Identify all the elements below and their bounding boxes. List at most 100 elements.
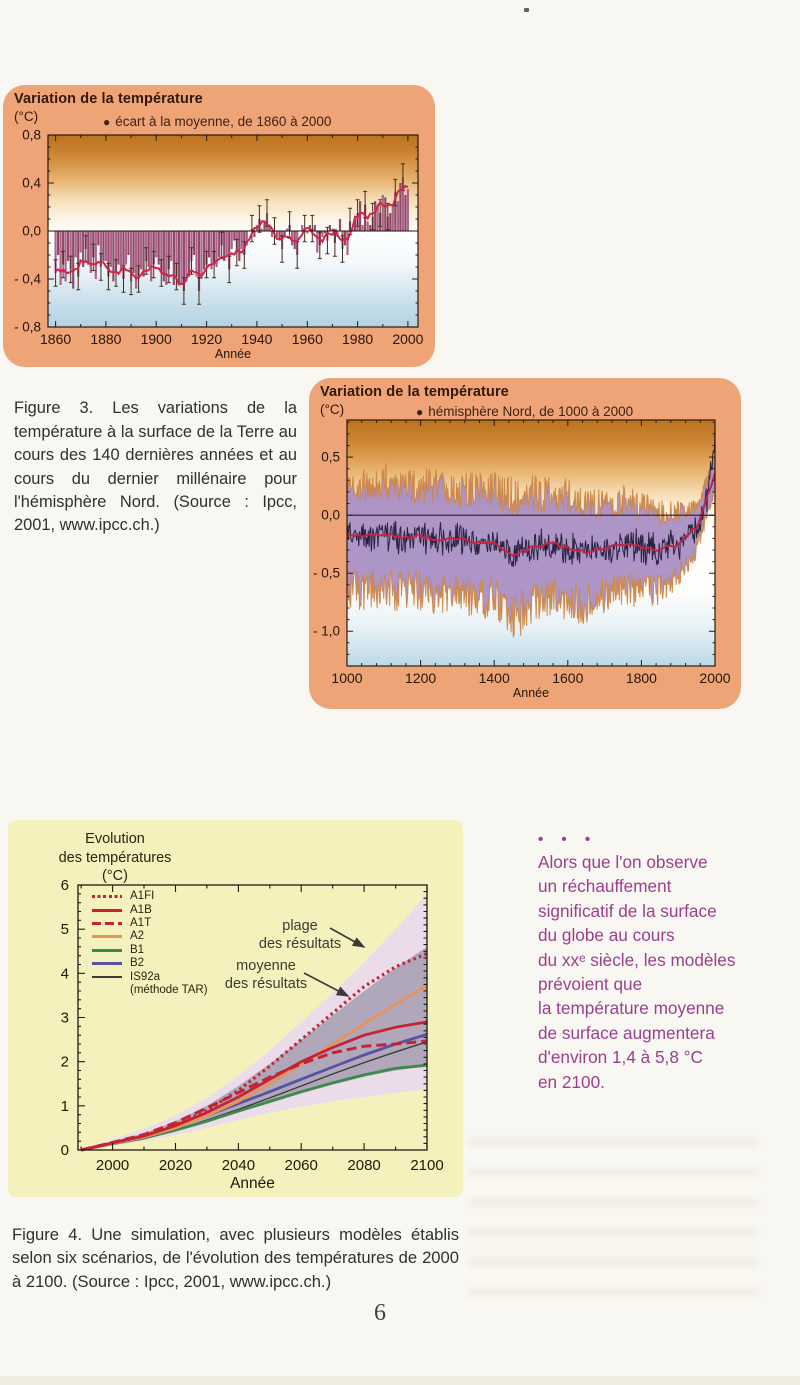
annotation-plage: plage des résultats [258,918,342,952]
smoothed-line [346,472,716,557]
scan-edge-shade [0,1376,800,1385]
svg-text:1900: 1900 [141,331,172,347]
chart3-legend: A1FI A1B A1T A2 B1 B2 IS92a (méthode TAR) [92,890,208,996]
legend-label: B1 [130,943,145,956]
svg-text:2020: 2020 [159,1157,192,1174]
svg-text:4: 4 [61,965,69,982]
legend-label: A1FI [130,890,155,903]
scenario-line-A1T [80,1039,428,1152]
svg-text:- 0,8: - 0,8 [14,320,41,335]
legend-swatch [92,908,122,912]
legend-label: B2 [130,957,145,970]
sidebar-note: • • • Alors que l'on observe un réchauff… [538,831,783,1094]
legend-item: B1 [92,944,208,957]
band-edge-upper [346,457,716,526]
annotation-arrows [303,927,366,997]
svg-text:1200: 1200 [405,670,436,686]
axis-ticks [78,884,428,1151]
svg-text:2000: 2000 [96,1157,129,1174]
axis-labels: 0 1 2 3 4 5 6 2000 2020 2040 2060 2080 2100 Année [61,877,444,1192]
svg-text:Année: Année [215,347,251,361]
svg-text:6: 6 [61,877,69,894]
legend-item: A1FI [92,890,208,903]
legend-swatch [92,895,122,899]
band-edge-lower [346,489,716,638]
legend-swatch [92,948,122,952]
svg-text:Année: Année [230,1175,275,1192]
legend-swatch [92,935,122,939]
legend-item: IS92a [92,970,208,983]
chart1-legend-label: écart à la moyenne, de 1860 à 2000 [115,114,332,129]
svg-text:- 1,0: - 1,0 [313,624,340,639]
plot-frame [47,134,419,328]
chart2-unit: (°C) [320,402,345,417]
svg-text:0,0: 0,0 [22,224,41,239]
legend-label: IS92a [130,970,161,983]
anomaly-bars [54,177,409,291]
legend-swatch [92,962,122,966]
svg-text:0,5: 0,5 [321,450,340,465]
figure3-caption: Figure 3. Les variations de la températu… [14,399,297,535]
page-showthrough [468,1138,758,1303]
svg-text:2060: 2060 [285,1157,318,1174]
svg-text:1600: 1600 [552,670,583,686]
svg-text:- 0,4: - 0,4 [14,272,42,287]
legend-bullet-icon: ● [103,115,111,129]
axis-ticks [48,134,418,328]
legend-label: A2 [130,930,145,943]
chart1-unit: (°C) [14,109,39,124]
svg-text:1920: 1920 [191,331,222,347]
legend-item: B2 [92,957,208,970]
legend-swatch [92,976,122,978]
legend-item: A1T [92,917,208,930]
band-plage [81,893,427,1150]
svg-text:5: 5 [61,921,69,938]
scenario-line-A1FI [80,952,428,1152]
band-moyenne [81,946,427,1150]
svg-text:0,4: 0,4 [22,176,41,191]
svg-text:1880: 1880 [90,331,121,347]
svg-text:2100: 2100 [410,1157,443,1174]
chart3-title: Evolution des températures (°C) [58,831,172,884]
chart1-title: Variation de la température [14,91,203,107]
figure4-chart-projections-panel: 0 1 2 3 4 5 6 2000 2020 2040 2060 2080 2100 Année Evo… [8,820,463,1197]
svg-text:3: 3 [61,1010,69,1027]
svg-text:2040: 2040 [222,1157,255,1174]
legend-swatch [92,921,122,926]
svg-text:0,8: 0,8 [22,128,41,143]
page-number: 6 [374,1300,386,1326]
svg-text:0: 0 [61,1142,69,1159]
svg-text:1000: 1000 [331,670,362,686]
legend-item: A2 [92,930,208,943]
svg-text:1800: 1800 [626,670,657,686]
legend-label: A1T [130,916,152,929]
sidebar-note-text: Alors que l'on observe un réchauffement … [538,852,736,1092]
svg-text:1960: 1960 [292,331,323,347]
svg-text:1: 1 [61,1098,69,1115]
svg-text:Année: Année [513,686,549,700]
chart2-legend: ● hémisphère Nord, de 1000 à 2000 [416,404,633,419]
svg-text:1860: 1860 [40,331,71,347]
figure3-chart-140yr-panel: 0,8 0,4 0,0 - 0,4 - 0,8 1860 1880 1900 1920 1940 1… [3,85,435,367]
sidebar-note-bullets: • • • [538,831,598,848]
svg-text:- 0,5: - 0,5 [313,566,340,581]
legend-label: A1B [130,903,152,916]
fig3-chart-millennium: 0,5 0,0 - 0,5 - 1,0 1000 1200 1400 1600 1800 2000… [313,419,731,700]
legend-bullet-icon: ● [416,405,424,419]
svg-text:2000: 2000 [392,331,423,347]
figure4-caption: Figure 4. Une simulation, avec plusieurs… [12,1224,459,1291]
smoothed-anomaly-line [55,184,409,286]
plot-frame [346,419,716,667]
svg-text:1940: 1940 [241,331,272,347]
scan-speck [524,8,529,12]
chart2-legend-label: hémisphère Nord, de 1000 à 2000 [428,404,634,419]
legend-item: A1B [92,903,208,916]
svg-text:1400: 1400 [479,670,510,686]
figure3-chart-millennium-panel: 0,5 0,0 - 0,5 - 1,0 1000 1200 1400 1600 1800 2000… [309,378,741,709]
legend-sublabel: (méthode TAR) [130,983,208,996]
axis-labels: 0,5 0,0 - 0,5 - 1,0 1000 1200 1400 1600 1800 2000… [313,450,731,700]
chart2-title: Variation de la température [320,384,509,400]
